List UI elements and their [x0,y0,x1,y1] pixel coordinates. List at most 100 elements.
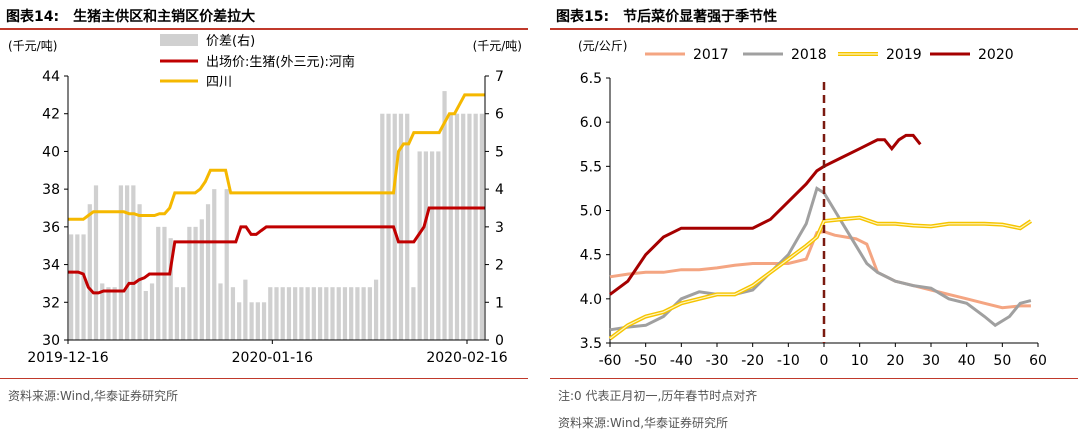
spread-bar [467,113,472,340]
x-tick-label: -30 [706,353,729,369]
spread-bar [311,287,316,340]
legend-label-spread: 价差(右) [206,34,255,49]
spread-bar [174,287,180,340]
legend-label-2019: 2019 [886,47,922,63]
y-unit-label: (元/公斤) [578,39,627,53]
x-tick-label: 0 [820,353,829,369]
y-tick-label: 3.5 [580,336,602,352]
x-tick-label: 40 [958,353,976,369]
spread-bar [112,287,117,340]
spread-bar [442,91,447,340]
y-tick-label: 38 [42,182,60,198]
spread-bar [137,204,142,340]
y2-tick-label: 0 [495,333,504,349]
y2-tick-label: 6 [495,107,504,123]
legend-label-henan: 出场价:生猪(外三元):河南 [206,54,355,70]
x-tick-label: 2020-01-16 [232,350,313,366]
left-chart-title-number: 图表14: [6,9,60,25]
left-bottom-rule [0,378,528,379]
spread-bar [305,287,310,340]
legend-swatch-spread [160,34,198,46]
spread-bar [268,287,273,340]
series-line-2018 [609,186,1032,332]
spread-bar [330,287,335,340]
x-tick-label: 10 [851,353,869,369]
y-tick-label: 4.5 [580,248,602,264]
y2-tick-label: 2 [495,258,504,274]
right-note: 注:0 代表正月初一,历年春节时点对齐 [558,389,758,403]
x-tick-label: -20 [741,353,764,369]
spread-bar [423,151,428,340]
spread-bar [436,151,441,340]
spread-bar [106,287,111,340]
spread-bar [212,189,217,340]
spread-bar [75,234,80,340]
right-footnote: 资料来源:Wind,华泰证券研究所 [558,416,729,430]
spread-bar [454,113,460,340]
series-line-2017 [609,230,1031,310]
x-tick-label: 50 [993,353,1011,369]
spread-bar [274,287,279,340]
y2-tick-label: 1 [495,295,504,311]
left-title-rule [0,28,528,30]
y-tick-label: 5.0 [580,204,602,220]
spread-bar [342,287,348,340]
spread-bar [429,151,435,340]
spread-bar [349,287,354,340]
right-bottom-rule [550,378,1078,379]
series-line-2020 [609,133,922,296]
spread-bar [230,287,236,340]
x-tick-label: -60 [599,353,622,369]
spread-bar [237,302,242,340]
x-tick-label: -10 [777,353,800,369]
spread-bar [405,113,410,340]
x-tick-label: 20 [886,353,904,369]
spread-bar [149,283,155,340]
left-footnote: 资料来源:Wind,华泰证券研究所 [8,389,179,403]
right-chart: (元/公斤)3.54.04.55.05.56.06.5-60 -50 -40 -30-… [578,39,1047,369]
y2-tick-label: 5 [495,144,504,160]
x-tick-label: 30 [922,353,940,369]
x-tick-label: -40 [670,353,693,369]
spread-bar [299,287,304,340]
x-tick-label: 2019-12-16 [27,350,108,366]
spread-bar [181,287,186,340]
spread-bar [317,287,323,340]
y-tick-label: 34 [42,258,60,274]
spread-bar [193,226,198,340]
y-tick-label: 44 [42,69,60,85]
y-tick-label: 6.5 [580,71,602,87]
spread-bar [417,151,422,340]
spread-bar [205,204,211,340]
spread-bar [218,283,223,340]
spread-bar [280,287,285,340]
x-tick-label: 2020-02-16 [426,350,507,366]
y-tick-label: 36 [42,220,60,236]
left-chart-title: 图表14: 生猪主供区和主销区价差拉大 [6,6,269,26]
spread-bar [255,302,260,340]
spread-bar [199,219,204,340]
left-chart-panel: 图表14: 生猪主供区和主销区价差拉大 (千元/吨) (千元/吨) 30 32 34 36 3… [0,0,530,442]
henan-series-line [68,206,485,295]
legend-label-2018: 2018 [791,47,827,63]
left-y-unit-label: (千元/吨) [8,39,57,53]
spread-bar [69,234,74,340]
series-line-2019 [608,215,1033,341]
spread-bar [286,287,292,340]
spread-bar [324,287,329,340]
right-chart-panel: 图表15: 节后菜价显著强于季节性 (元/公斤) 3.5 4.0 4.5 5.0 5.5 6.… [550,0,1080,442]
sichuan-series-line [68,93,485,221]
right-title-rule [550,28,1078,30]
y2-tick-label: 7 [495,69,504,85]
spread-bar [125,185,130,340]
left-chart-title-text: 生猪主供区和主销区价差拉大 [73,9,256,25]
spread-bar [187,226,192,340]
spread-bar [243,279,248,340]
right-chart-title: 图表15: 节后菜价显著强于季节性 [556,6,791,26]
spread-bar [336,287,341,340]
spread-bar [81,234,86,340]
right-legend: 2017 2018 2019 2020 [645,47,1014,63]
spread-bar [162,226,167,340]
x-tick-label: -50 [634,353,657,369]
spread-bar [118,185,124,340]
